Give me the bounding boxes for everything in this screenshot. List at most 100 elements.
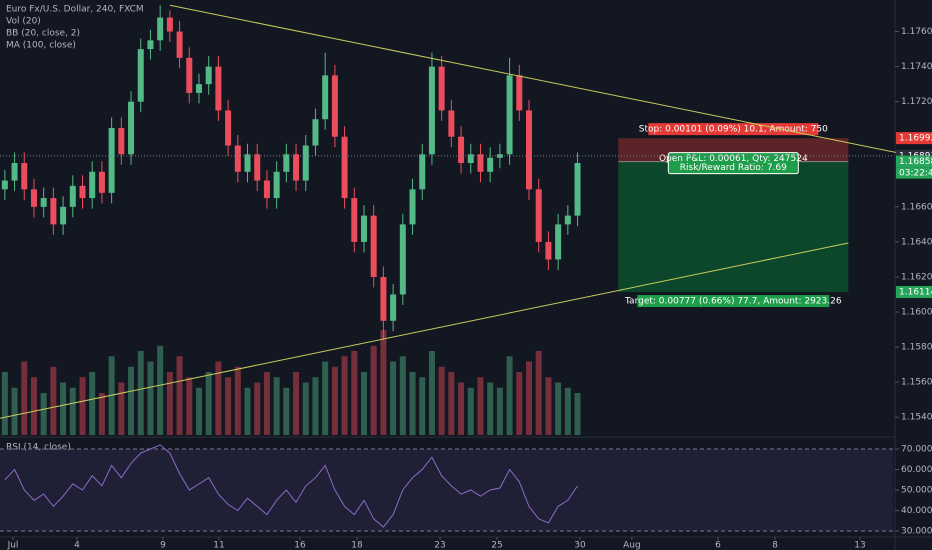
target-zone: [618, 161, 849, 293]
x-tick-label: 6: [715, 541, 721, 550]
candle-body: [360, 215, 367, 242]
stop-label: Stop: 0.00101 (0.09%) 10.1, Amount: 750: [639, 125, 828, 135]
indicator-label: Vol (20): [6, 17, 41, 27]
x-tick-label: 9: [160, 541, 166, 550]
volume-bar: [428, 351, 435, 435]
candle-body: [535, 189, 542, 242]
candle-body: [555, 224, 562, 260]
candle-body: [380, 276, 387, 321]
volume-bar: [322, 361, 329, 435]
volume-bar: [458, 382, 465, 435]
volume-bar: [69, 387, 76, 435]
candle-body: [1, 180, 8, 190]
candle-body: [545, 241, 552, 260]
y-tick-label: 50.0000: [901, 486, 932, 496]
volume-bar: [147, 361, 154, 435]
candle-body: [137, 49, 144, 102]
volume-bar: [40, 393, 47, 435]
indicator-label: MA (100, close): [6, 41, 76, 51]
candle-body: [564, 215, 571, 225]
stop-label-box: [648, 123, 819, 136]
y-tick-label: 40.0000: [901, 506, 932, 516]
volume-bar: [467, 387, 474, 435]
y-tick-label: 60.0000: [901, 465, 932, 475]
volume-bar: [195, 387, 202, 435]
candle-body: [448, 110, 455, 137]
candle-body: [118, 127, 125, 155]
y-tick-label: 1.15400: [901, 413, 932, 423]
candle-body: [79, 185, 86, 199]
volume-bar: [351, 351, 358, 435]
x-tick-label: 18: [351, 541, 363, 550]
candle-body: [21, 163, 28, 190]
volume-bar: [79, 377, 86, 435]
price-badge: [896, 286, 932, 299]
volume-bar: [283, 387, 290, 435]
price-badge: [896, 132, 932, 145]
volume-bar: [50, 366, 57, 435]
chart-title: Euro Fx/U.S. Dollar, 240, FXCM: [6, 5, 144, 15]
candle-body: [225, 110, 232, 146]
volume-bar: [157, 345, 164, 435]
pnl-label-box: [667, 152, 799, 175]
candle-body: [11, 163, 18, 181]
volume-bar: [409, 372, 416, 435]
y-tick-label: 1.15800: [901, 343, 932, 353]
x-tick-label: 13: [854, 541, 865, 550]
volume-bar: [545, 377, 552, 435]
volume-bar: [21, 361, 28, 435]
volume-bar: [438, 366, 445, 435]
candle-body: [283, 154, 290, 172]
candle-body: [351, 198, 358, 242]
y-tick-label: 70.0000: [901, 445, 932, 455]
volume-bar: [205, 372, 212, 435]
candle-body: [496, 154, 503, 158]
candle-body: [467, 154, 474, 164]
volume-bar: [370, 345, 377, 435]
x-tick-label: 8: [772, 541, 778, 550]
candle-body: [254, 154, 261, 181]
volume-bar: [506, 356, 513, 435]
candle-body: [506, 75, 513, 155]
candle-body: [428, 66, 435, 155]
volume-bar: [312, 377, 319, 435]
candle-body: [195, 84, 202, 93]
rsi-line: [4, 444, 578, 528]
volume-bar: [293, 372, 300, 435]
volume-bar: [487, 382, 494, 435]
volume-bar: [89, 372, 96, 435]
x-tick-label: 11: [213, 541, 224, 550]
y-tick-label: 30.0000: [901, 527, 932, 537]
candle-body: [89, 171, 96, 199]
x-tick-label: Aug: [623, 541, 641, 550]
price-badge-label: 1.16858: [899, 157, 932, 167]
volume-bar: [496, 387, 503, 435]
volume-bar: [574, 393, 581, 435]
volume-bar: [30, 377, 37, 435]
volume-bar: [11, 387, 18, 435]
volume-bar: [128, 366, 135, 435]
rsi-band: [0, 449, 893, 532]
candle-body: [390, 294, 397, 321]
candle-body: [409, 189, 416, 225]
y-tick-label: 1.17600: [901, 27, 932, 37]
candle-body: [516, 75, 523, 111]
candle-body: [419, 154, 426, 190]
candle-body: [312, 119, 319, 146]
volume-bar: [234, 366, 241, 435]
candle-body: [322, 75, 329, 120]
candle-body: [108, 127, 115, 193]
y-tick-label: 1.16000: [901, 308, 932, 318]
candle-body: [60, 206, 67, 225]
countdown: 03:22:48: [899, 169, 932, 179]
y-tick-label: 1.16400: [901, 237, 932, 247]
candle-body: [458, 136, 465, 164]
candle-body: [186, 57, 193, 93]
x-tick-label: 16: [294, 541, 306, 550]
volume-bar: [564, 387, 571, 435]
candle-body: [128, 101, 135, 155]
x-tick-label: 30: [574, 541, 586, 550]
x-tick-label: 4: [74, 541, 80, 550]
volume-bar: [166, 372, 173, 435]
